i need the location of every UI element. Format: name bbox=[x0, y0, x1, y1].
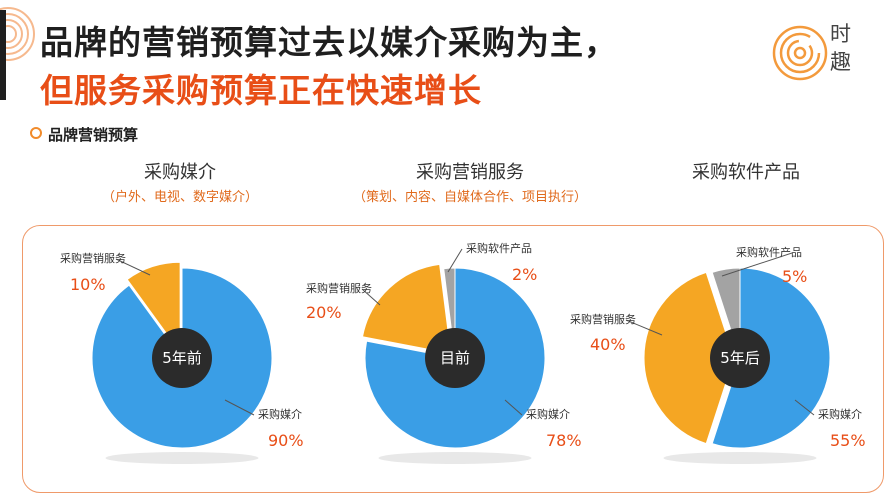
pie-center-label: 目前 bbox=[440, 349, 470, 367]
brand-logo-icon bbox=[772, 25, 828, 81]
pie-slice bbox=[711, 267, 831, 449]
slice-name-label: 采购营销服务 bbox=[306, 281, 372, 295]
pie-shadow bbox=[378, 452, 532, 464]
slice-value-label: 55% bbox=[830, 431, 866, 450]
column-title-service: 采购营销服务 bbox=[416, 162, 524, 183]
page-title-line1: 品牌的营销预算过去以媒介采购为主， bbox=[40, 23, 618, 62]
slice-value-label: 78% bbox=[546, 431, 582, 450]
charts-panel bbox=[22, 225, 884, 493]
leader-line bbox=[447, 248, 463, 273]
slice-name-label: 采购软件产品 bbox=[736, 245, 802, 259]
slice-name-label: 采购媒介 bbox=[818, 407, 862, 421]
pie-slice bbox=[126, 261, 181, 354]
slice-value-label: 2% bbox=[512, 265, 537, 284]
pie-center bbox=[152, 328, 212, 388]
slice-value-label: 40% bbox=[590, 335, 626, 354]
slice-value-label: 90% bbox=[268, 431, 304, 450]
leader-line bbox=[224, 399, 255, 416]
slice-value-label: 20% bbox=[306, 303, 342, 322]
section-heading: 品牌营销预算 bbox=[30, 124, 138, 145]
leader-line bbox=[625, 319, 663, 336]
pie-center bbox=[425, 328, 485, 388]
pie-slice bbox=[643, 271, 735, 445]
leader-line bbox=[721, 252, 793, 277]
leader-line bbox=[794, 399, 815, 416]
slice-name-label: 采购营销服务 bbox=[570, 312, 636, 326]
pie-shadow bbox=[663, 452, 817, 464]
pie-shadow bbox=[105, 452, 259, 464]
pie-center-label: 5年后 bbox=[720, 349, 760, 367]
slice-name-label: 采购媒介 bbox=[258, 407, 302, 421]
pie-slice bbox=[361, 263, 452, 355]
column-title-media: 采购媒介 bbox=[144, 162, 216, 183]
column-title-software: 采购软件产品 bbox=[692, 162, 800, 183]
slice-value-label: 5% bbox=[782, 267, 807, 286]
leader-line bbox=[361, 288, 381, 306]
section-bullet-icon bbox=[30, 127, 42, 139]
leader-line bbox=[504, 399, 523, 416]
slice-name-label: 采购媒介 bbox=[526, 407, 570, 421]
slice-value-label: 10% bbox=[70, 275, 106, 294]
title-accent-bar bbox=[0, 10, 6, 100]
pie-center bbox=[710, 328, 770, 388]
pie-center-label: 5年前 bbox=[162, 349, 202, 367]
column-subtitle-media: （户外、电视、数字媒介） bbox=[101, 190, 258, 205]
brand-logo-text: 时 趣 bbox=[830, 22, 851, 74]
column-subtitle-service: （策划、内容、自媒体合作、项目执行） bbox=[352, 190, 587, 205]
leader-line bbox=[115, 258, 151, 276]
slice-name-label: 采购软件产品 bbox=[466, 241, 532, 255]
decorative-rings-icon bbox=[0, 7, 35, 61]
slice-name-label: 采购营销服务 bbox=[60, 251, 126, 265]
page-title-line2: 但服务采购预算正在快速增长 bbox=[40, 71, 482, 110]
